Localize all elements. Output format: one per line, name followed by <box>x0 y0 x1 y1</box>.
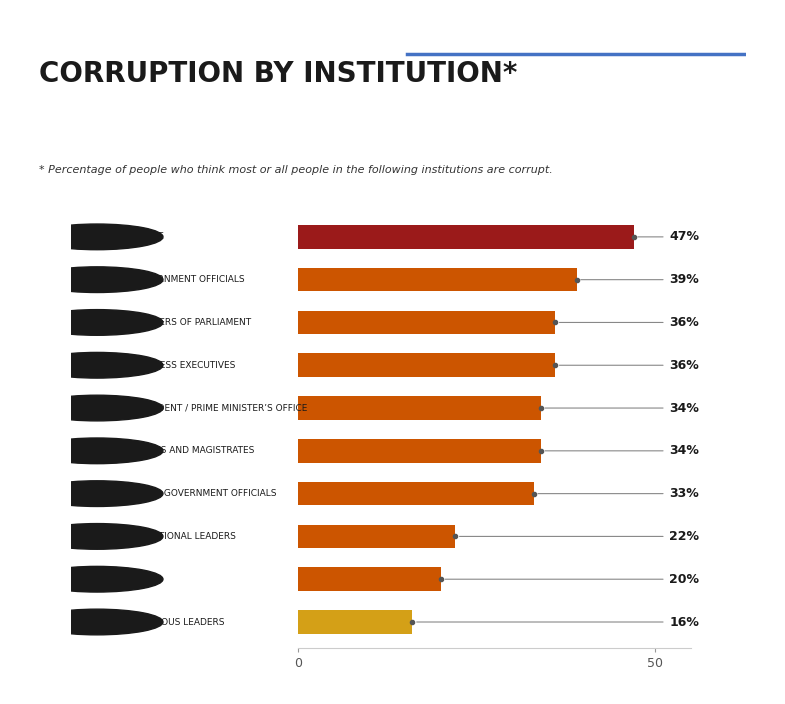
Text: 20%: 20% <box>670 573 699 586</box>
Circle shape <box>31 353 163 378</box>
Circle shape <box>31 267 163 292</box>
Text: 22%: 22% <box>670 530 699 543</box>
Text: 47%: 47% <box>670 230 699 244</box>
Text: MEMBERS OF PARLIAMENT: MEMBERS OF PARLIAMENT <box>132 318 251 327</box>
Circle shape <box>31 567 163 592</box>
Text: CORRUPTION BY INSTITUTION*: CORRUPTION BY INSTITUTION* <box>39 60 517 88</box>
Circle shape <box>31 609 163 635</box>
Bar <box>298 396 541 420</box>
Circle shape <box>31 438 163 464</box>
Text: 16%: 16% <box>670 615 699 629</box>
Text: JUDGES AND MAGISTRATES: JUDGES AND MAGISTRATES <box>132 446 254 455</box>
Circle shape <box>31 224 163 250</box>
Text: 36%: 36% <box>670 316 699 329</box>
Bar <box>298 524 455 548</box>
Text: * Percentage of people who think most or all people in the following institution: * Percentage of people who think most or… <box>39 165 553 175</box>
Bar <box>298 268 577 291</box>
Bar <box>298 482 534 505</box>
Text: 33%: 33% <box>670 487 699 500</box>
Bar <box>298 439 541 463</box>
Text: GOVERNMENT OFFICIALS: GOVERNMENT OFFICIALS <box>132 275 245 284</box>
Text: POLICE: POLICE <box>132 232 164 241</box>
Text: 34%: 34% <box>670 444 699 458</box>
Text: TRADITIONAL LEADERS: TRADITIONAL LEADERS <box>132 532 236 541</box>
Bar <box>298 310 555 334</box>
Text: 39%: 39% <box>670 273 699 286</box>
Circle shape <box>31 395 163 421</box>
Text: LOCAL GOVERNMENT OFFICIALS: LOCAL GOVERNMENT OFFICIALS <box>132 489 276 498</box>
Bar <box>298 610 412 634</box>
Text: 36%: 36% <box>670 359 699 372</box>
Bar <box>298 225 633 249</box>
Text: BUSINESS EXECUTIVES: BUSINESS EXECUTIVES <box>132 360 235 370</box>
Bar <box>298 567 441 591</box>
Circle shape <box>31 310 163 335</box>
Circle shape <box>31 524 163 549</box>
Circle shape <box>31 481 163 506</box>
Text: RELIGIOUS LEADERS: RELIGIOUS LEADERS <box>132 617 225 627</box>
Text: 34%: 34% <box>670 401 699 415</box>
Text: PRESIDENT / PRIME MINISTER’S OFFICE: PRESIDENT / PRIME MINISTER’S OFFICE <box>132 403 308 413</box>
Text: NGOs: NGOs <box>132 574 158 584</box>
Bar <box>298 353 555 377</box>
